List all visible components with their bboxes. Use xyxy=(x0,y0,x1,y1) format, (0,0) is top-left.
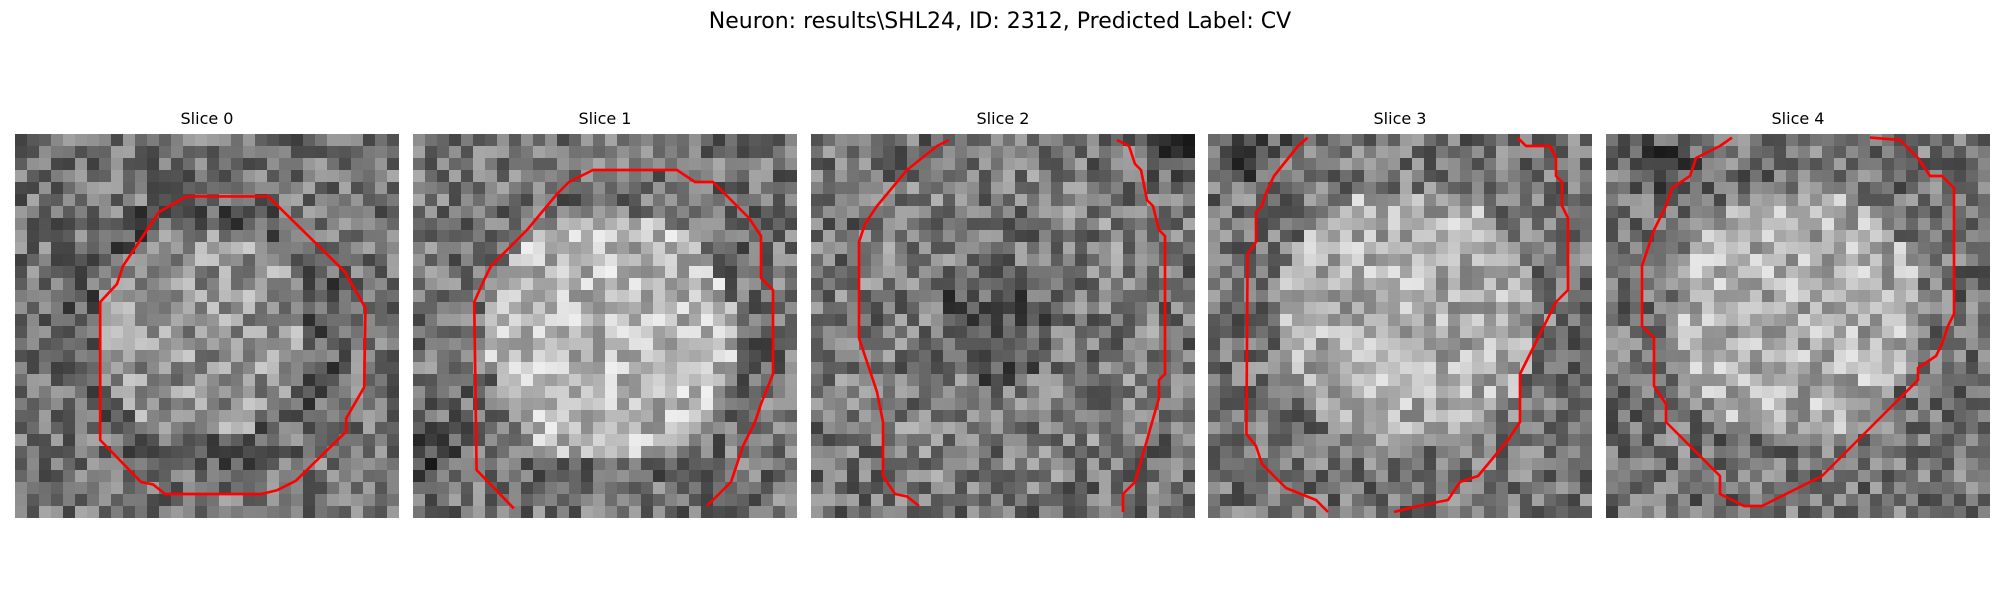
grayscale-pixels xyxy=(15,134,399,518)
contour-line xyxy=(1245,136,1329,513)
panel-title-slice-4: Slice 4 xyxy=(1771,109,1825,128)
panel-title-slice-1: Slice 1 xyxy=(578,109,632,128)
contour-line xyxy=(857,138,950,508)
grayscale-pixels xyxy=(811,134,1195,518)
contour-line xyxy=(1393,136,1570,514)
panel-title-slice-3: Slice 3 xyxy=(1373,109,1427,128)
contour-line xyxy=(472,168,775,510)
slice-1-image xyxy=(413,134,797,518)
panel-slice-2: Slice 2 xyxy=(811,108,1195,518)
slice-4-image xyxy=(1606,134,1990,518)
panel-slice-3: Slice 3 xyxy=(1208,108,1592,518)
slice-0-image xyxy=(15,134,399,518)
slice-3-image xyxy=(1208,134,1592,518)
panel-slice-1: Slice 1 xyxy=(413,108,797,518)
figure-title: Neuron: results\SHL24, ID: 2312, Predict… xyxy=(708,9,1292,34)
grayscale-pixels xyxy=(1208,134,1592,518)
panel-slice-4: Slice 4 xyxy=(1606,108,1990,518)
panel-slice-0: Slice 0 xyxy=(15,108,399,518)
panel-title-slice-0: Slice 0 xyxy=(180,109,234,128)
slice-2-image xyxy=(811,134,1195,518)
panel-title-slice-2: Slice 2 xyxy=(976,109,1030,128)
contour-line xyxy=(1116,138,1167,512)
contour-line xyxy=(98,195,367,496)
grayscale-pixels xyxy=(1606,134,1990,518)
contour-line xyxy=(1640,136,1956,508)
grayscale-pixels xyxy=(413,134,797,518)
